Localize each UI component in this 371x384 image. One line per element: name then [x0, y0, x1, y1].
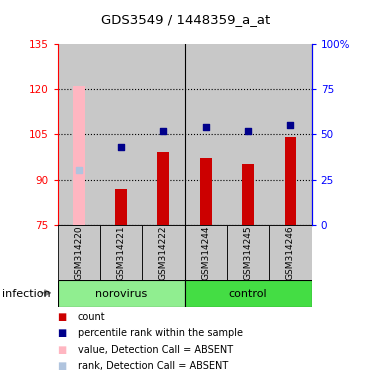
Text: percentile rank within the sample: percentile rank within the sample [78, 328, 243, 338]
Text: ■: ■ [58, 328, 67, 338]
Text: GSM314221: GSM314221 [116, 225, 125, 280]
Bar [58, 225, 100, 280]
Bar [227, 44, 269, 225]
Text: GSM314245: GSM314245 [244, 225, 253, 280]
Text: GSM314246: GSM314246 [286, 225, 295, 280]
Bar [269, 44, 312, 225]
Bar [58, 280, 185, 307]
Text: infection: infection [2, 289, 50, 299]
Text: GDS3549 / 1448359_a_at: GDS3549 / 1448359_a_at [101, 13, 270, 26]
Point [203, 124, 209, 130]
Bar [227, 225, 269, 280]
Text: ■: ■ [58, 312, 67, 322]
Text: count: count [78, 312, 105, 322]
Point [288, 122, 293, 128]
Bar [200, 159, 212, 225]
Point [245, 128, 251, 134]
Text: GSM314244: GSM314244 [201, 225, 210, 280]
Bar [58, 44, 100, 225]
Bar [157, 152, 169, 225]
Text: rank, Detection Call = ABSENT: rank, Detection Call = ABSENT [78, 361, 228, 371]
Bar [100, 225, 142, 280]
Text: norovirus: norovirus [95, 289, 147, 299]
Text: GSM314222: GSM314222 [159, 225, 168, 280]
Text: ■: ■ [58, 361, 67, 371]
Text: ■: ■ [58, 345, 67, 355]
Bar [242, 164, 254, 225]
Bar [142, 225, 185, 280]
Bar [185, 225, 227, 280]
Point [118, 144, 124, 150]
Bar [142, 44, 185, 225]
Bar [100, 44, 142, 225]
Bar [73, 86, 85, 225]
Bar [185, 280, 312, 307]
Point [160, 128, 166, 134]
Text: control: control [229, 289, 267, 299]
Bar [285, 137, 296, 225]
Point [76, 167, 82, 174]
Text: GSM314220: GSM314220 [74, 225, 83, 280]
Bar [115, 189, 127, 225]
Bar [269, 225, 312, 280]
Bar [185, 44, 227, 225]
Text: value, Detection Call = ABSENT: value, Detection Call = ABSENT [78, 345, 233, 355]
